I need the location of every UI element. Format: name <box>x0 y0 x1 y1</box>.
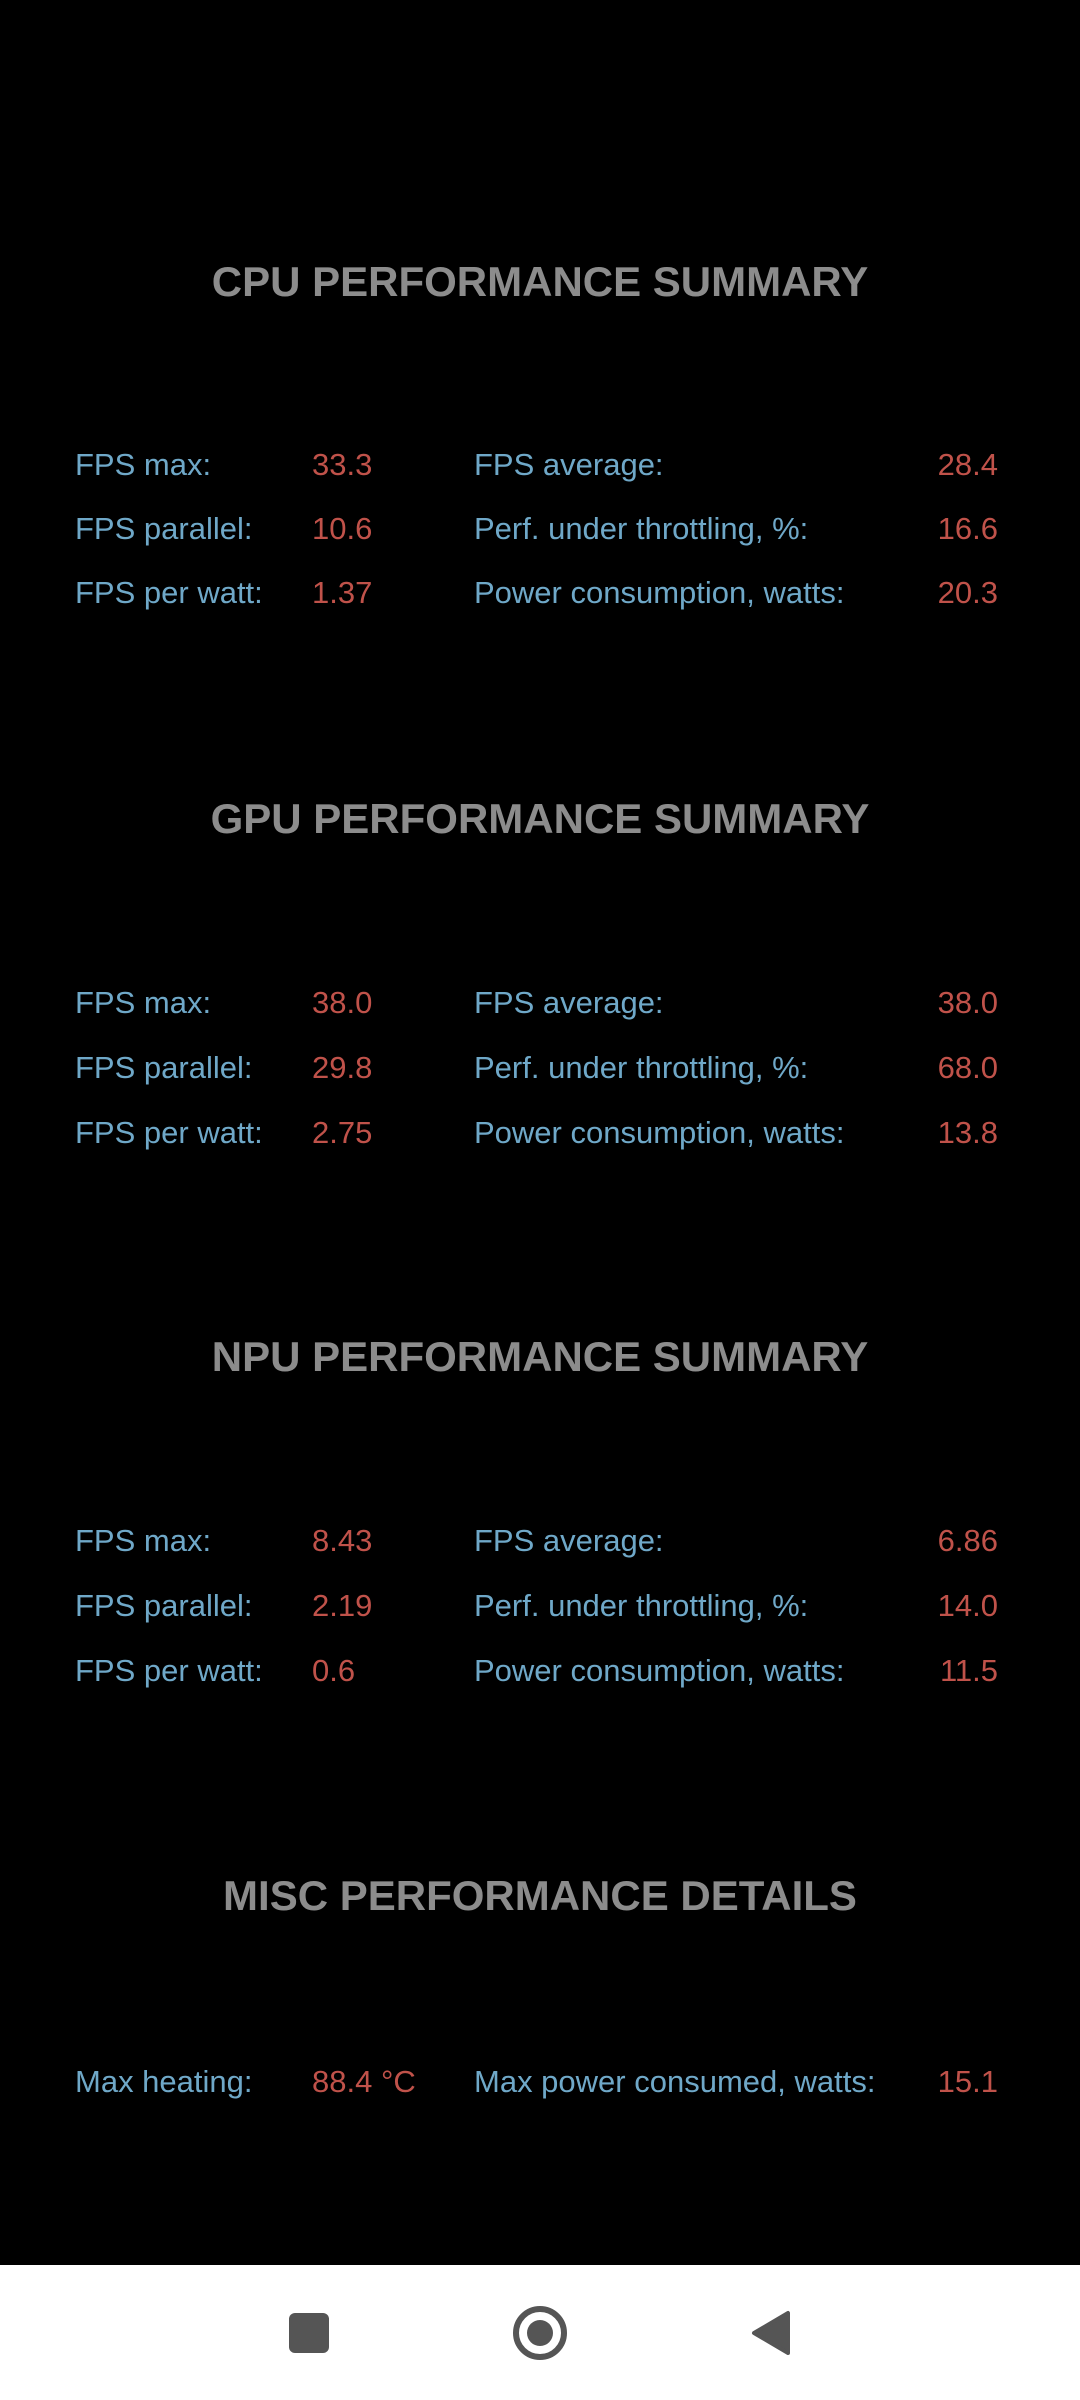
metric-value: 29.8 <box>312 1050 373 1085</box>
gpu-section-title: GPU PERFORMANCE SUMMARY <box>210 795 870 842</box>
metric-label: FPS parallel: <box>75 1588 253 1623</box>
recents-button[interactable] <box>239 2265 379 2400</box>
gpu-row-fps-max: FPS max: 38.0 FPS average: 38.0 <box>0 978 1080 1028</box>
system-navigation-bar <box>0 2265 1080 2400</box>
metric-label: Max power consumed, watts: <box>474 2064 876 2099</box>
metric-value: 0.6 <box>312 1653 356 1688</box>
cpu-row-fps-per-watt: FPS per watt: 1.37 Power consumption, wa… <box>0 568 1080 618</box>
gpu-row-fps-parallel: FPS parallel: 29.8 Perf. under throttlin… <box>0 1043 1080 1093</box>
metric-label: FPS per watt: <box>75 575 263 610</box>
metric-value: 6.86 <box>937 1523 998 1558</box>
metric-value: 28.4 <box>937 447 998 482</box>
metric-label: FPS parallel: <box>75 511 253 546</box>
triangle-back-icon <box>752 2310 790 2355</box>
misc-section-title: MISC PERFORMANCE DETAILS <box>223 1872 857 1919</box>
metric-label: Power consumption, watts: <box>474 1115 845 1150</box>
gpu-row-fps-per-watt: FPS per watt: 2.75 Power consumption, wa… <box>0 1108 1080 1158</box>
metric-label: Power consumption, watts: <box>474 575 845 610</box>
npu-row-fps-parallel: FPS parallel: 2.19 Perf. under throttlin… <box>0 1581 1080 1631</box>
metric-value: 1.37 <box>312 575 373 610</box>
metric-label: Max heating: <box>75 2064 253 2099</box>
metric-value: 13.8 <box>937 1115 998 1150</box>
metric-value: 2.75 <box>312 1115 373 1150</box>
metric-label: FPS parallel: <box>75 1050 253 1085</box>
metric-value: 2.19 <box>312 1588 373 1623</box>
performance-screen: CPU PERFORMANCE SUMMARY FPS max: 33.3 FP… <box>0 258 1080 2107</box>
home-button[interactable] <box>470 2265 610 2400</box>
metric-label: FPS max: <box>75 985 212 1020</box>
metric-label: FPS average: <box>474 447 664 482</box>
metric-value: 38.0 <box>312 985 373 1020</box>
metric-value: 38.0 <box>937 985 998 1020</box>
cpu-section-title: CPU PERFORMANCE SUMMARY <box>211 258 869 305</box>
circle-icon <box>513 2305 567 2360</box>
metric-label: Perf. under throttling, %: <box>474 511 809 546</box>
metric-label: FPS per watt: <box>75 1115 263 1150</box>
metric-label: FPS average: <box>474 1523 664 1558</box>
cpu-row-fps-parallel: FPS parallel: 10.6 Perf. under throttlin… <box>0 504 1080 554</box>
metric-value: 8.43 <box>312 1523 373 1558</box>
metric-label: FPS per watt: <box>75 1653 263 1688</box>
metric-value: 16.6 <box>937 511 998 546</box>
back-button[interactable] <box>700 2265 840 2400</box>
npu-row-fps-max: FPS max: 8.43 FPS average: 6.86 <box>0 1516 1080 1566</box>
metric-value: 14.0 <box>937 1588 998 1623</box>
misc-row-max-heating: Max heating: 88.4 °C Max power consumed,… <box>0 2057 1080 2107</box>
npu-row-fps-per-watt: FPS per watt: 0.6 Power consumption, wat… <box>0 1646 1080 1696</box>
metric-label: Perf. under throttling, %: <box>474 1050 809 1085</box>
metric-value: 11.5 <box>939 1653 998 1688</box>
metric-value: 20.3 <box>937 575 998 610</box>
metric-value: 68.0 <box>937 1050 998 1085</box>
square-icon <box>289 2312 329 2353</box>
metric-label: FPS average: <box>474 985 664 1020</box>
metric-value: 33.3 <box>312 447 373 482</box>
metric-label: Power consumption, watts: <box>474 1653 845 1688</box>
metric-label: FPS max: <box>75 1523 212 1558</box>
metric-value: 10.6 <box>312 511 373 546</box>
metric-label: Perf. under throttling, %: <box>474 1588 809 1623</box>
metric-value: 15.1 <box>937 2064 998 2099</box>
metric-value: 88.4 °C <box>312 2064 416 2099</box>
metric-label: FPS max: <box>75 447 212 482</box>
npu-section-title: NPU PERFORMANCE SUMMARY <box>211 1333 869 1380</box>
cpu-row-fps-max: FPS max: 33.3 FPS average: 28.4 <box>0 440 1080 490</box>
